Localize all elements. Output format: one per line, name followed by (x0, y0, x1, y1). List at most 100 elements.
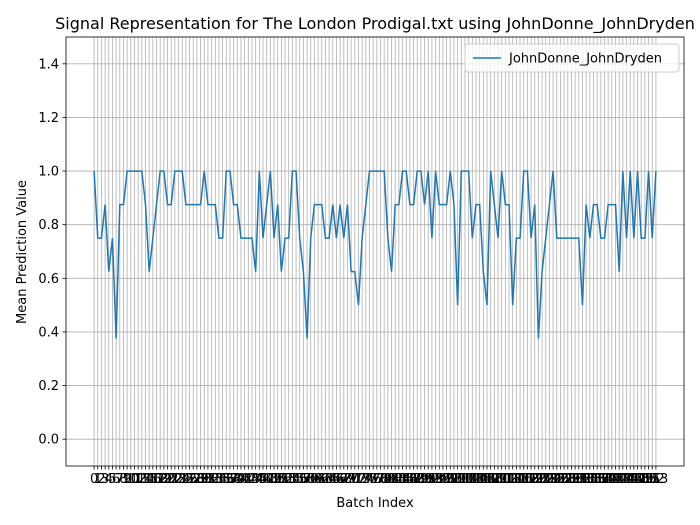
legend-box (464, 43, 680, 73)
x-tick-label: 59 (302, 472, 319, 487)
x-tick-label: 118 (515, 472, 540, 487)
x-tick-label: 126 (544, 472, 569, 487)
x-tick-label: 62 (313, 472, 330, 487)
x-tick-label: 105 (467, 472, 492, 487)
x-tick-label: 102 (456, 472, 481, 487)
x-tick-label: 132 (566, 472, 591, 487)
x-tick-label: 101 (453, 472, 478, 487)
x-tick-label: 58 (299, 472, 316, 487)
x-tick-label: 68 (336, 472, 353, 487)
x-tick-label: 46 (255, 472, 272, 487)
x-tick-label: 76 (365, 472, 382, 487)
x-tick-label: 19 (156, 472, 173, 487)
x-tick-label: 109 (482, 472, 507, 487)
x-tick-label: 60 (306, 472, 323, 487)
x-tick-label: 134 (574, 472, 599, 487)
x-tick-label: 21 (163, 472, 180, 487)
x-tick-label: 82 (387, 472, 404, 487)
x-tick-label: 12 (130, 472, 147, 487)
x-tick-label: 152 (640, 472, 665, 487)
x-tick-label: 146 (618, 472, 643, 487)
x-tick-label: 147 (621, 472, 646, 487)
x-tick-label: 122 (530, 472, 555, 487)
x-tick-label: 65 (324, 472, 341, 487)
x-tick-label: 67 (332, 472, 349, 487)
x-tick-label: 10 (123, 472, 140, 487)
x-tick-label: 28 (189, 472, 206, 487)
y-tick-label: 0.0 (38, 433, 59, 448)
y-tick-label: 0.8 (38, 218, 59, 233)
x-tick-label: 84 (394, 472, 411, 487)
x-tick-label: 23 (170, 472, 187, 487)
x-tick-label: 138 (588, 472, 613, 487)
x-tick-label: 145 (614, 472, 639, 487)
x-tick-label: 103 (460, 472, 485, 487)
x-tick-label: 144 (610, 472, 635, 487)
x-tick-label: 136 (581, 472, 606, 487)
x-tick-label: 77 (369, 472, 386, 487)
x-tick-label: 127 (548, 472, 573, 487)
chart-title: Signal Representation for The London Pro… (55, 14, 695, 34)
x-tick-label: 108 (478, 472, 503, 487)
x-tick-label: 27 (185, 472, 202, 487)
x-tick-label: 64 (321, 472, 338, 487)
x-tick-label: 81 (383, 472, 400, 487)
x-tick-label: 1 (94, 472, 102, 487)
x-tick-label: 92 (424, 472, 441, 487)
y-tick-label: 0.2 (38, 379, 59, 394)
x-tick-label: 13 (134, 472, 151, 487)
x-tick-label: 143 (607, 472, 632, 487)
x-tick-label: 61 (310, 472, 327, 487)
x-tick-label: 91 (420, 472, 437, 487)
x-tick-label: 50 (269, 472, 286, 487)
x-tick-label: 15 (141, 472, 158, 487)
x-tick-label: 34 (211, 472, 228, 487)
x-tick-label: 36 (218, 472, 235, 487)
x-tick-label: 117 (511, 472, 536, 487)
x-tick-label: 80 (380, 472, 397, 487)
x-tick-label: 74 (358, 472, 375, 487)
x-axis-label: Batch Index (336, 496, 414, 511)
x-tick-label: 39 (229, 472, 246, 487)
x-tick-label: 31 (200, 472, 217, 487)
x-tick-label: 96 (438, 472, 455, 487)
y-tick-label: 1.0 (38, 165, 59, 180)
x-tick-label: 40 (233, 472, 250, 487)
axes-frame (65, 36, 685, 467)
x-tick-label: 45 (251, 472, 268, 487)
x-tick-label: 7 (116, 472, 124, 487)
y-tick-label: 1.4 (38, 57, 59, 72)
x-tick-label: 97 (442, 472, 459, 487)
x-tick-label: 20 (159, 472, 176, 487)
x-tick-label: 87 (405, 472, 422, 487)
x-tick-label: 6 (112, 472, 120, 487)
x-tick-label: 142 (603, 472, 628, 487)
x-tick-label: 73 (354, 472, 371, 487)
series-line (93, 170, 657, 339)
x-tick-label: 5 (108, 472, 116, 487)
x-tick-label: 2 (97, 472, 105, 487)
x-tick-label: 119 (519, 472, 544, 487)
x-tick-label: 24 (174, 472, 191, 487)
x-tick-label: 8 (119, 472, 127, 487)
x-tick-label: 56 (291, 472, 308, 487)
x-tick-label: 66 (328, 472, 345, 487)
x-tick-label: 17 (148, 472, 165, 487)
x-tick-label: 4 (105, 472, 113, 487)
x-tick-label: 88 (409, 472, 426, 487)
x-tick-label: 38 (225, 472, 242, 487)
legend-label: JohnDonne_JohnDryden (508, 52, 662, 67)
x-tick-label: 114 (500, 472, 525, 487)
x-tick-label: 151 (636, 472, 661, 487)
x-tick-label: 0 (90, 472, 98, 487)
x-tick-label: 25 (178, 472, 195, 487)
x-tick-label: 37 (222, 472, 239, 487)
x-tick-label: 49 (266, 472, 283, 487)
x-tick-label: 111 (489, 472, 514, 487)
x-tick-label: 14 (137, 472, 154, 487)
x-tick-label: 3 (101, 472, 109, 487)
x-tick-label: 123 (533, 472, 558, 487)
x-tick-label: 99 (449, 472, 466, 487)
x-tick-label: 48 (262, 472, 279, 487)
x-tick-label: 78 (372, 472, 389, 487)
